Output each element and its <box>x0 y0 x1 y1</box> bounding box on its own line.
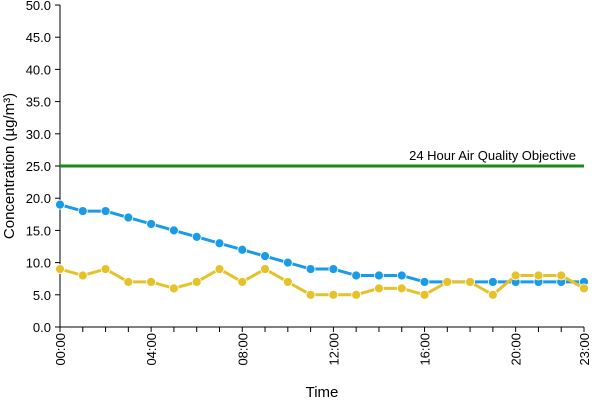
data-point <box>169 283 179 294</box>
data-point <box>396 283 407 294</box>
data-point <box>237 244 248 255</box>
data-point <box>579 283 589 294</box>
series-1 <box>55 199 589 287</box>
y-tick-label: 25.0 <box>26 159 51 174</box>
data-point <box>55 264 65 274</box>
data-point <box>419 277 430 287</box>
data-point <box>510 270 521 281</box>
y-tick-label: 5.0 <box>33 288 51 303</box>
air-quality-objective: 24 Hour Air Quality Objective <box>60 148 584 168</box>
data-point <box>123 212 134 223</box>
data-point <box>374 283 384 294</box>
series-line <box>59 203 584 284</box>
data-point <box>419 289 430 300</box>
data-point <box>442 277 453 287</box>
data-point <box>305 289 316 300</box>
data-point <box>465 277 475 287</box>
x-tick-label: 20:00 <box>509 333 524 366</box>
data-point <box>305 264 316 274</box>
data-point <box>556 270 567 281</box>
y-axis-title: Concentration (µg/m³) <box>1 93 18 239</box>
data-series <box>55 199 589 300</box>
x-axis-title: Time <box>306 384 339 400</box>
x-tick-label: 08:00 <box>235 333 250 366</box>
x-tick-label: 12:00 <box>326 333 341 366</box>
data-point <box>328 264 339 274</box>
data-point <box>487 277 498 287</box>
y-tick-label: 10.0 <box>26 256 51 271</box>
y-tick-label: 30.0 <box>26 127 51 142</box>
data-point <box>146 219 157 229</box>
y-axis-ticks: 0.0 5.0 10.0 15.0 20.0 25.0 30.0 35.0 40.0 45.0 50… <box>26 0 60 335</box>
data-point <box>260 264 270 274</box>
data-point <box>237 277 248 287</box>
data-point <box>351 270 362 281</box>
data-point <box>55 199 65 210</box>
data-point <box>214 264 225 274</box>
data-point <box>260 251 270 262</box>
data-point <box>351 289 362 300</box>
y-tick-label: 20.0 <box>26 191 51 206</box>
data-point <box>169 225 179 236</box>
data-point <box>77 270 88 281</box>
data-point <box>191 231 202 242</box>
y-tick-label: 50.0 <box>26 0 51 13</box>
objective-label: 24 Hour Air Quality Objective <box>409 148 576 163</box>
x-tick-label: 00:00 <box>53 333 68 366</box>
data-point <box>282 277 293 287</box>
y-tick-label: 35.0 <box>26 95 51 110</box>
data-point <box>146 277 157 287</box>
y-tick-label: 40.0 <box>26 62 51 77</box>
data-point <box>374 270 384 281</box>
x-tick-label: 23:00 <box>577 333 592 366</box>
data-point <box>214 238 225 249</box>
data-point <box>100 206 111 216</box>
y-tick-label: 0.0 <box>33 320 51 335</box>
data-point <box>282 257 293 268</box>
x-tick-label: 16:00 <box>418 333 433 366</box>
y-tick-label: 45.0 <box>26 30 51 45</box>
data-point <box>191 277 202 287</box>
data-point <box>77 206 88 216</box>
series-2 <box>55 264 589 300</box>
data-point <box>123 277 134 287</box>
y-tick-label: 15.0 <box>26 223 51 238</box>
data-point <box>487 289 498 300</box>
data-point <box>533 270 544 281</box>
data-point <box>396 270 407 281</box>
x-tick-label: 04:00 <box>144 333 159 366</box>
data-point <box>328 289 339 300</box>
x-axis-ticks: 00:00 04:00 08:00 12:00 16:00 20:00 23:00 <box>53 327 592 366</box>
data-point <box>100 264 111 274</box>
